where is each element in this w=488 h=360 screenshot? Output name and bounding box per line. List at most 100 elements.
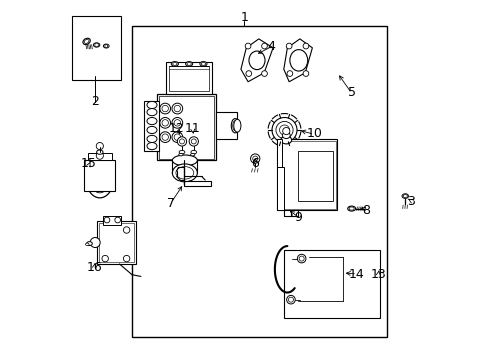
- Ellipse shape: [147, 126, 157, 134]
- Ellipse shape: [86, 242, 92, 246]
- Bar: [132, 26, 386, 337]
- Ellipse shape: [190, 153, 194, 156]
- Circle shape: [179, 139, 184, 144]
- Circle shape: [174, 105, 180, 112]
- Circle shape: [96, 152, 103, 159]
- Ellipse shape: [147, 102, 157, 109]
- Text: 2: 2: [91, 95, 99, 108]
- Ellipse shape: [348, 207, 353, 210]
- Bar: [165, 62, 212, 94]
- Text: 9: 9: [294, 211, 302, 224]
- Text: 3: 3: [406, 195, 414, 208]
- Circle shape: [191, 139, 196, 144]
- Ellipse shape: [402, 195, 407, 198]
- Circle shape: [250, 154, 259, 163]
- Circle shape: [288, 297, 293, 302]
- Ellipse shape: [103, 44, 109, 48]
- Ellipse shape: [231, 118, 239, 133]
- Circle shape: [160, 132, 170, 143]
- Circle shape: [172, 103, 183, 114]
- Circle shape: [102, 255, 108, 262]
- Ellipse shape: [172, 164, 197, 182]
- Ellipse shape: [147, 135, 157, 143]
- Ellipse shape: [83, 38, 90, 45]
- Text: 15: 15: [81, 157, 97, 170]
- Ellipse shape: [85, 243, 89, 246]
- Text: 13: 13: [370, 268, 386, 281]
- Circle shape: [96, 143, 103, 150]
- Bar: [72, 16, 121, 80]
- Circle shape: [303, 43, 308, 49]
- Text: 12: 12: [168, 122, 184, 135]
- Circle shape: [174, 134, 180, 140]
- Ellipse shape: [97, 150, 103, 154]
- Ellipse shape: [86, 162, 113, 198]
- Bar: [99, 223, 134, 262]
- Ellipse shape: [172, 155, 197, 166]
- Bar: [144, 102, 159, 152]
- Circle shape: [95, 43, 98, 47]
- Circle shape: [162, 105, 168, 112]
- Text: 11: 11: [184, 122, 200, 135]
- Text: 10: 10: [305, 127, 322, 140]
- Text: 1: 1: [240, 11, 248, 24]
- Ellipse shape: [401, 194, 407, 198]
- Circle shape: [160, 103, 170, 114]
- Bar: [276, 139, 337, 210]
- Ellipse shape: [233, 119, 241, 132]
- Text: 14: 14: [348, 268, 364, 281]
- Bar: [216, 112, 237, 139]
- Bar: [159, 96, 214, 158]
- Bar: [103, 216, 121, 225]
- Ellipse shape: [186, 63, 191, 65]
- Text: 4: 4: [267, 40, 275, 53]
- Ellipse shape: [171, 62, 178, 66]
- Circle shape: [282, 127, 289, 135]
- Circle shape: [104, 217, 110, 223]
- Text: 16: 16: [86, 261, 102, 274]
- Circle shape: [299, 256, 304, 261]
- Circle shape: [172, 132, 183, 143]
- Circle shape: [162, 120, 168, 126]
- Circle shape: [279, 125, 289, 135]
- Circle shape: [177, 137, 186, 146]
- Ellipse shape: [248, 51, 264, 69]
- Circle shape: [90, 238, 100, 248]
- Circle shape: [244, 43, 250, 49]
- Bar: [278, 141, 335, 208]
- Bar: [157, 94, 216, 160]
- Circle shape: [261, 71, 267, 76]
- Text: 5: 5: [347, 86, 355, 99]
- Circle shape: [160, 117, 170, 128]
- Circle shape: [286, 296, 295, 304]
- Bar: [97, 221, 135, 264]
- Circle shape: [104, 45, 107, 48]
- Ellipse shape: [84, 39, 89, 44]
- Circle shape: [123, 227, 130, 233]
- Ellipse shape: [179, 153, 183, 156]
- Bar: [276, 167, 283, 210]
- Bar: [283, 249, 380, 318]
- Bar: [183, 181, 210, 186]
- Circle shape: [93, 173, 107, 187]
- Ellipse shape: [190, 150, 196, 154]
- Circle shape: [115, 217, 121, 223]
- Circle shape: [252, 156, 257, 161]
- Text: 7: 7: [167, 197, 175, 210]
- Ellipse shape: [289, 50, 307, 71]
- Circle shape: [271, 117, 296, 143]
- Ellipse shape: [232, 121, 237, 131]
- Ellipse shape: [179, 150, 184, 154]
- Text: 6: 6: [251, 157, 259, 170]
- Bar: [84, 160, 115, 192]
- Ellipse shape: [147, 117, 157, 125]
- Bar: [169, 66, 208, 91]
- Circle shape: [275, 121, 292, 139]
- Circle shape: [245, 71, 251, 76]
- Circle shape: [162, 134, 168, 140]
- Circle shape: [174, 120, 180, 126]
- Circle shape: [172, 117, 183, 128]
- Ellipse shape: [200, 62, 206, 66]
- Ellipse shape: [147, 143, 157, 150]
- Ellipse shape: [172, 63, 177, 65]
